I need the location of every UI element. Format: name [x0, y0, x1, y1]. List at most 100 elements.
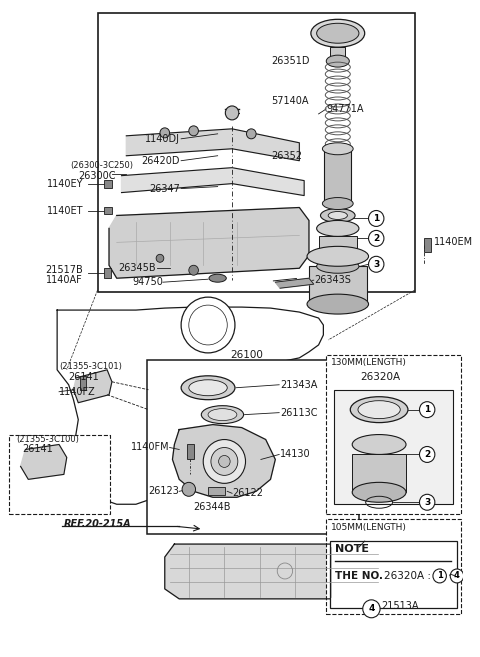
Text: 26100: 26100 — [230, 350, 263, 360]
Ellipse shape — [201, 405, 243, 424]
Bar — [326, 519, 461, 614]
Bar — [9, 434, 110, 514]
Circle shape — [246, 129, 256, 139]
Bar — [309, 266, 367, 304]
Polygon shape — [109, 208, 309, 278]
Text: 26320A :: 26320A : — [384, 571, 434, 581]
Circle shape — [182, 482, 195, 496]
Bar — [352, 455, 406, 492]
FancyArrowPatch shape — [273, 279, 297, 281]
Text: 26352: 26352 — [272, 150, 302, 161]
Circle shape — [203, 440, 245, 484]
Bar — [208, 487, 225, 495]
Bar — [326, 355, 461, 514]
Text: 1: 1 — [424, 405, 430, 414]
Bar — [424, 238, 431, 252]
Text: (21355-3C101): (21355-3C101) — [59, 363, 122, 371]
Text: 26347: 26347 — [149, 183, 180, 194]
Text: 26343S: 26343S — [314, 275, 350, 285]
Polygon shape — [126, 129, 300, 161]
Bar — [147, 360, 359, 534]
Text: 21517B: 21517B — [45, 265, 83, 275]
Text: 3: 3 — [373, 260, 379, 269]
Text: 26141: 26141 — [23, 445, 53, 455]
Text: 1140EM: 1140EM — [434, 237, 473, 248]
Ellipse shape — [156, 254, 164, 262]
Text: 1140FZ: 1140FZ — [59, 387, 96, 397]
Circle shape — [181, 297, 235, 353]
Text: 21343A: 21343A — [280, 380, 317, 390]
Bar — [319, 237, 357, 266]
Text: 4: 4 — [454, 572, 460, 580]
Text: 26122: 26122 — [232, 488, 263, 498]
Text: 26320A: 26320A — [360, 372, 400, 382]
Ellipse shape — [350, 397, 408, 422]
Circle shape — [420, 494, 435, 510]
Circle shape — [218, 455, 230, 467]
Circle shape — [369, 256, 384, 272]
Polygon shape — [73, 370, 112, 403]
Circle shape — [225, 106, 239, 120]
Text: 26351D: 26351D — [272, 56, 310, 66]
Text: 2: 2 — [424, 450, 430, 459]
Ellipse shape — [209, 274, 226, 283]
Bar — [104, 179, 112, 188]
Circle shape — [160, 128, 169, 138]
Text: 1: 1 — [437, 572, 443, 580]
Circle shape — [211, 447, 238, 476]
Ellipse shape — [317, 221, 359, 237]
Text: NOTE: NOTE — [335, 544, 369, 554]
Circle shape — [450, 569, 464, 583]
Bar — [324, 148, 351, 204]
Ellipse shape — [323, 143, 353, 155]
Text: 1140FM: 1140FM — [131, 443, 169, 453]
Text: 26113C: 26113C — [280, 407, 318, 418]
Text: 130MM(LENGTH): 130MM(LENGTH) — [331, 358, 407, 367]
Text: 26344B: 26344B — [193, 502, 231, 512]
Ellipse shape — [323, 198, 353, 210]
Ellipse shape — [321, 208, 355, 223]
Ellipse shape — [317, 260, 359, 273]
Text: 1140ET: 1140ET — [47, 206, 83, 215]
Ellipse shape — [307, 246, 369, 266]
Text: 26123: 26123 — [148, 486, 179, 496]
Text: 26141: 26141 — [69, 372, 99, 382]
Text: 1140DJ: 1140DJ — [145, 134, 180, 144]
Text: 2: 2 — [373, 234, 379, 243]
Text: 21513A: 21513A — [381, 600, 419, 611]
Ellipse shape — [352, 434, 406, 455]
Text: (21355-3C100): (21355-3C100) — [16, 435, 79, 444]
Bar — [80, 376, 86, 390]
Polygon shape — [172, 424, 276, 497]
Ellipse shape — [181, 376, 235, 399]
Ellipse shape — [326, 55, 349, 67]
Ellipse shape — [189, 265, 198, 275]
Ellipse shape — [358, 401, 400, 419]
Bar — [104, 268, 111, 278]
Ellipse shape — [317, 23, 359, 43]
Circle shape — [420, 447, 435, 463]
Text: 105MM(LENGTH): 105MM(LENGTH) — [331, 523, 407, 532]
Text: 4: 4 — [368, 604, 374, 614]
Text: THE NO.: THE NO. — [335, 571, 383, 581]
Ellipse shape — [328, 212, 348, 219]
Bar — [187, 443, 193, 459]
Text: 1: 1 — [373, 214, 379, 223]
Text: 1140AF: 1140AF — [47, 275, 83, 285]
Text: 1140EY: 1140EY — [47, 179, 83, 189]
Bar — [97, 13, 415, 292]
Circle shape — [420, 401, 435, 418]
Text: 26420D: 26420D — [142, 156, 180, 166]
Text: 26345B: 26345B — [119, 263, 156, 273]
Text: 3: 3 — [424, 498, 430, 507]
Circle shape — [363, 600, 380, 618]
Text: 26300C: 26300C — [78, 171, 116, 181]
Text: 94771A: 94771A — [326, 104, 364, 114]
Text: 57140A: 57140A — [272, 96, 309, 106]
Text: 14130: 14130 — [280, 449, 311, 459]
Circle shape — [433, 569, 446, 583]
Ellipse shape — [189, 380, 227, 396]
Text: 94750: 94750 — [132, 277, 163, 287]
Polygon shape — [165, 544, 381, 599]
Ellipse shape — [352, 482, 406, 502]
